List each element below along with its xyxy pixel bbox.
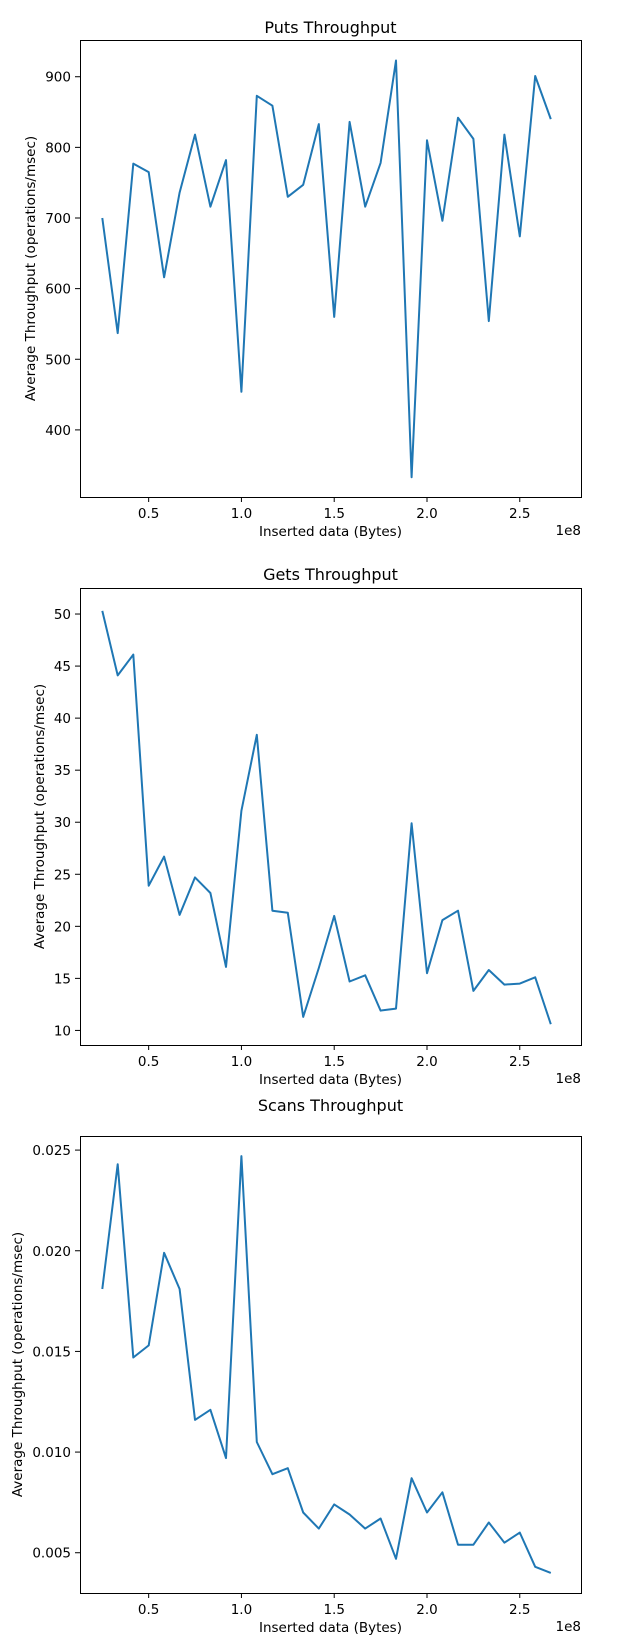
y-tick-label: 50 bbox=[54, 607, 71, 623]
x-tick-label: 2.5 bbox=[509, 1054, 530, 1070]
y-tick-label: 25 bbox=[54, 867, 71, 883]
x-axis-label: Inserted data (Bytes) bbox=[259, 1072, 402, 1088]
x-axis-label: Inserted data (Bytes) bbox=[259, 524, 402, 540]
y-tick-label: 40 bbox=[54, 711, 71, 727]
x-tick-label: 0.5 bbox=[138, 1602, 159, 1618]
x-tick-label: 1.0 bbox=[231, 1054, 252, 1070]
x-tick-label: 2.5 bbox=[509, 1602, 530, 1618]
x-tick-label: 2.0 bbox=[416, 1602, 437, 1618]
chart-2: 0.5 1.0 1.5 2.0 2.5 10 15 20 25 30 35 40 45 50 1e8 Inse… bbox=[32, 565, 582, 1088]
chart-title: Puts Throughput bbox=[264, 18, 396, 37]
chart-title: Scans Throughput bbox=[258, 1096, 403, 1115]
x-tick-label: 0.5 bbox=[138, 506, 159, 522]
y-tick-label: 0.010 bbox=[32, 1445, 71, 1461]
x-tick-label: 1.5 bbox=[323, 1602, 344, 1618]
x-tick-label: 1.5 bbox=[323, 1054, 344, 1070]
y-tick-label: 0.020 bbox=[32, 1244, 71, 1260]
x-axis-label: Inserted data (Bytes) bbox=[259, 1620, 402, 1636]
x-tick-label: 1.0 bbox=[231, 506, 252, 522]
y-tick-label: 20 bbox=[54, 919, 71, 935]
y-tick-label: 45 bbox=[54, 659, 71, 675]
y-axis-label: Average Throughput (operations/msec) bbox=[10, 1232, 26, 1497]
chart-title: Gets Throughput bbox=[263, 565, 398, 584]
x-offset-label: 1e8 bbox=[556, 1071, 581, 1087]
x-offset-label: 1e8 bbox=[556, 523, 581, 539]
y-axis-label: Average Throughput (operations/msec) bbox=[23, 136, 39, 401]
series-line bbox=[101, 59, 552, 479]
y-tick-label: 400 bbox=[45, 423, 71, 439]
plot-frame bbox=[80, 40, 582, 498]
y-tick-label: 35 bbox=[54, 763, 71, 779]
x-tick-label: 2.5 bbox=[509, 506, 530, 522]
y-tick-label: 10 bbox=[54, 1023, 71, 1039]
y-tick-label: 500 bbox=[45, 352, 71, 368]
y-axis-label: Average Throughput (operations/msec) bbox=[32, 684, 48, 949]
chart-1: 0.5 1.0 1.5 2.0 2.5 400 500 600 700 800 900 1e8 Inse… bbox=[23, 18, 582, 540]
chart-3: 0.5 1.0 1.5 2.0 2.5 0.005 0.010 0.015 0.020 0.025… bbox=[10, 1096, 582, 1636]
series-line bbox=[101, 610, 552, 1025]
x-tick-label: 1.5 bbox=[323, 506, 344, 522]
y-tick-label: 0.005 bbox=[32, 1546, 71, 1562]
plot-frame bbox=[80, 1136, 582, 1594]
x-tick-label: 2.0 bbox=[416, 1054, 437, 1070]
y-tick-label: 800 bbox=[45, 140, 71, 156]
y-tick-label: 0.025 bbox=[32, 1143, 71, 1159]
y-tick-label: 0.015 bbox=[32, 1344, 71, 1360]
series-line bbox=[101, 1155, 552, 1574]
x-tick-label: 0.5 bbox=[138, 1054, 159, 1070]
plot-frame bbox=[80, 588, 582, 1046]
y-tick-label: 15 bbox=[54, 971, 71, 987]
x-offset-label: 1e8 bbox=[556, 1619, 581, 1635]
y-tick-label: 700 bbox=[45, 211, 71, 227]
y-tick-label: 600 bbox=[45, 282, 71, 298]
y-tick-label: 900 bbox=[45, 70, 71, 86]
y-tick-label: 30 bbox=[54, 815, 71, 831]
x-tick-label: 2.0 bbox=[416, 506, 437, 522]
x-tick-label: 1.0 bbox=[231, 1602, 252, 1618]
